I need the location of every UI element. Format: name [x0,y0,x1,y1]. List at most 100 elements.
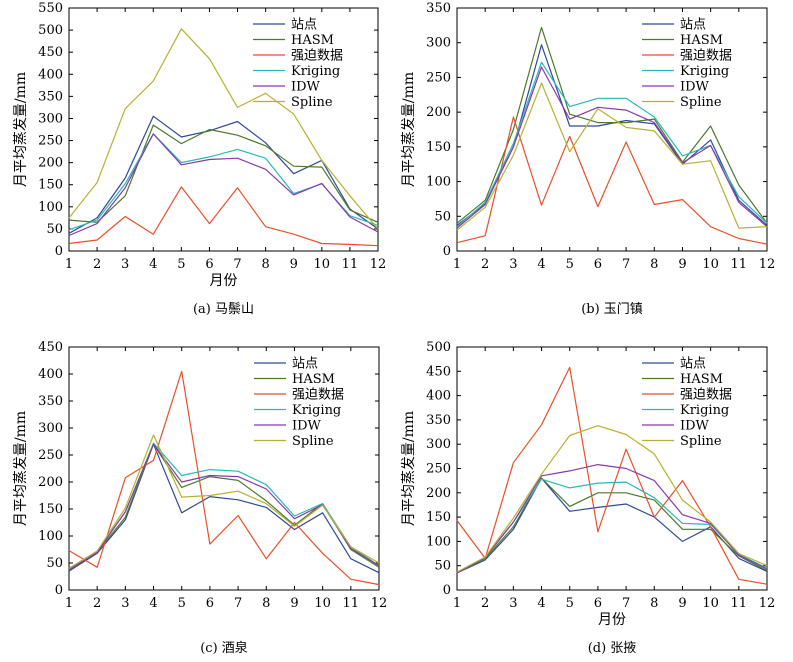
y-tick-label: 250 [38,134,63,149]
series-line-5 [456,425,768,573]
series-line-1 [456,477,768,574]
y-tick-label: 100 [426,175,451,190]
series-line-1 [456,26,768,224]
y-axis-label: 月平均蒸发量/mm [13,411,29,526]
legend-label: Spline [291,95,333,110]
y-tick-label: 0 [55,244,63,259]
x-tick-label: 1 [453,257,461,272]
panel-caption: (d) 张掖 [588,641,637,656]
x-tick-label: 12 [370,257,387,272]
x-tick-label: 4 [149,596,157,611]
x-tick-label: 8 [650,596,658,611]
y-tick-label: 200 [38,156,63,171]
y-tick-label: 200 [38,475,63,490]
x-tick-label: 3 [509,596,517,611]
x-tick-label: 6 [206,596,214,611]
panel-caption: (c) 酒泉 [200,640,248,656]
x-tick-label: 5 [178,596,186,611]
legend-label: IDW [680,419,710,434]
y-tick-label: 500 [426,340,451,355]
legend-label: HASM [680,372,723,387]
y-tick-label: 250 [426,70,451,85]
x-tick-label: 10 [702,257,719,272]
panel-caption: (b) 玉门镇 [581,302,643,317]
y-tick-label: 50 [46,556,63,571]
y-tick-label: 50 [434,209,451,224]
x-tick-label: 1 [65,596,73,611]
series-line-2 [68,370,380,586]
legend-label: Kriging [292,403,341,418]
legend-label: 站点 [680,18,706,33]
x-tick-label: 11 [731,596,748,611]
x-tick-label: 9 [678,257,686,272]
x-tick-label: 12 [759,257,776,272]
series-line-5 [68,28,379,230]
y-tick-label: 150 [38,178,63,193]
x-axis-label: 月份 [598,612,626,628]
x-tick-label: 10 [314,596,331,611]
y-tick-label: 450 [426,364,451,379]
series-line-3 [456,61,768,228]
x-tick-label: 3 [509,257,517,272]
x-tick-label: 2 [93,596,101,611]
y-tick-label: 200 [426,486,451,501]
series-line-2 [456,366,768,585]
plot-frame [456,7,768,252]
y-tick-label: 400 [426,389,451,404]
y-axis-label: 月平均蒸发量/mm [13,72,29,187]
series-line-0 [68,115,379,234]
y-tick-label: 200 [426,105,451,120]
x-tick-label: 12 [759,596,776,611]
x-tick-label: 6 [594,596,602,611]
y-tick-label: 350 [426,1,451,16]
x-tick-label: 7 [233,257,241,272]
series-line-4 [68,443,380,571]
x-tick-label: 8 [261,257,269,272]
series-line-5 [456,82,768,231]
legend-label: HASM [292,372,335,387]
legend-label: Kriging [680,64,729,79]
legend-label: Spline [680,95,722,110]
x-tick-label: 2 [481,596,489,611]
x-axis-label: 月份 [210,273,238,289]
x-tick-label: 3 [121,596,129,611]
legend-label: Spline [680,434,722,449]
x-tick-label: 3 [121,257,129,272]
y-tick-label: 150 [38,502,63,517]
x-tick-label: 11 [731,257,748,272]
y-tick-label: 100 [38,200,63,215]
x-tick-label: 7 [234,596,242,611]
y-axis-label: 月平均蒸发量/mm [401,72,417,187]
legend-label: IDW [680,80,710,95]
legend-label: 站点 [680,357,706,372]
x-tick-label: 9 [678,596,686,611]
y-tick-label: 100 [426,534,451,549]
y-tick-label: 300 [38,421,63,436]
y-tick-label: 150 [426,510,451,525]
y-tick-label: 0 [55,583,63,598]
x-tick-label: 1 [65,257,73,272]
x-tick-label: 4 [537,596,545,611]
x-tick-label: 10 [314,257,331,272]
series-line-1 [68,443,380,571]
y-tick-label: 300 [426,36,451,51]
panel-caption: (a) 马鬃山 [193,302,254,317]
legend-label: Kriging [291,64,340,79]
x-tick-label: 9 [290,257,298,272]
y-tick-label: 350 [426,413,451,428]
y-tick-label: 400 [38,367,63,382]
series-line-0 [456,477,768,574]
x-tick-label: 7 [622,596,630,611]
legend-label: Spline [292,434,334,449]
x-tick-label: 12 [371,596,388,611]
legend-label: Kriging [680,403,729,418]
legend-label: HASM [291,33,334,48]
legend-label: HASM [680,33,723,48]
legend-label: 站点 [291,18,317,33]
legend-label: IDW [292,419,322,434]
y-tick-label: 300 [426,437,451,452]
